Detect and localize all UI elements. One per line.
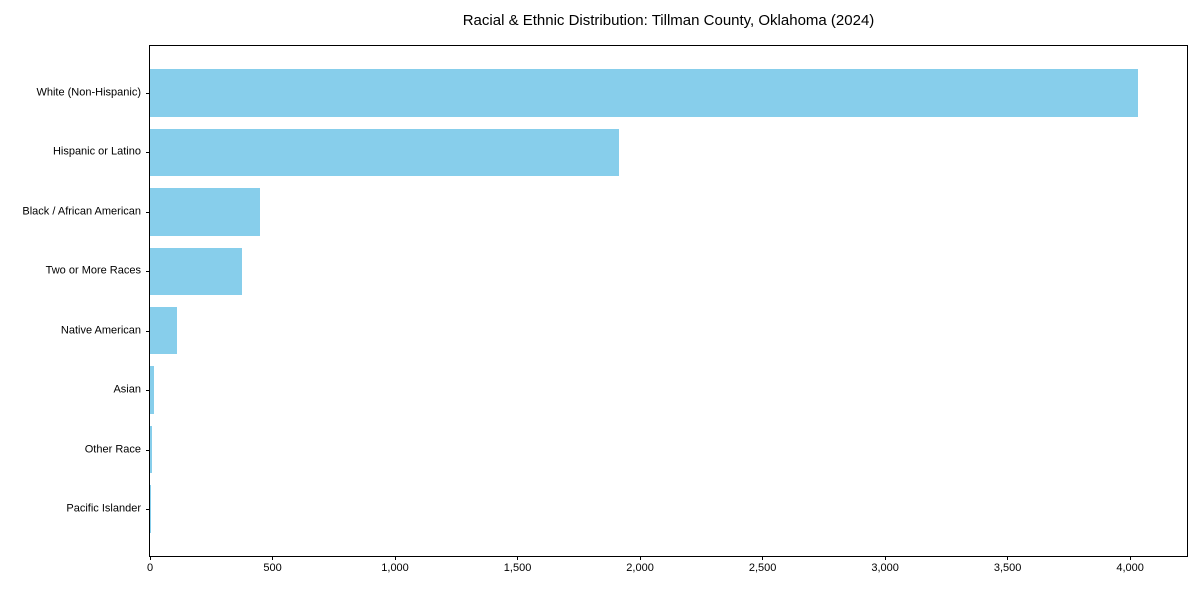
y-axis-tick: [146, 271, 150, 273]
x-axis-tick-label: 1,000: [381, 562, 409, 574]
x-axis-tick-label: 500: [263, 562, 282, 574]
x-axis-tick-label: 1,500: [503, 562, 532, 574]
y-axis-tick: [146, 211, 150, 213]
y-axis-label: Black / African American: [22, 205, 141, 218]
y-axis-label: Pacific Islander: [66, 502, 141, 515]
bar-white-non-hispanic: [150, 69, 1138, 117]
y-axis-label: Hispanic or Latino: [52, 145, 141, 158]
x-axis-tick: [517, 556, 519, 560]
y-axis-label: Other Race: [84, 443, 141, 456]
x-axis-tick-label: 4,000: [1116, 562, 1144, 574]
x-axis-tick: [884, 556, 886, 560]
plot-area: White (Non-Hispanic) Hispanic or Latino Bl…: [22, 45, 1188, 574]
bar-hispanic-or-latino: [150, 128, 620, 177]
x-axis-tick: [639, 556, 641, 560]
x-axis-tick: [394, 556, 396, 560]
y-axis-label: Native American: [60, 324, 141, 337]
bar-two-or-more-races: [150, 247, 242, 296]
y-axis-tick: [146, 449, 150, 451]
bar-native-american: [150, 306, 177, 355]
y-axis-tick: [146, 330, 150, 332]
chart-title: Racial & Ethnic Distribution: Tillman Co…: [462, 12, 875, 29]
y-axis-tick: [146, 92, 150, 94]
x-axis-tick: [762, 556, 764, 560]
x-axis-tick-label: 2,500: [748, 562, 777, 574]
x-axis-tick-label: 2,000: [626, 562, 654, 574]
y-axis-tick: [146, 509, 150, 511]
x-axis-tick: [1129, 556, 1131, 560]
x-axis-tick-label: 3,000: [871, 562, 899, 574]
bar-other-race: [150, 425, 152, 474]
bar-black-african-american: [150, 188, 261, 236]
y-axis-tick: [146, 152, 150, 154]
bar-asian: [150, 366, 154, 414]
x-axis-tick: [1007, 556, 1009, 560]
y-axis-label: Asian: [113, 383, 141, 396]
y-axis-tick: [146, 390, 150, 392]
y-axis-label: Two or More Races: [45, 264, 141, 277]
x-axis-tick-label: 3,500: [993, 562, 1022, 574]
y-axis-label: White (Non-Hispanic): [36, 86, 141, 99]
x-axis-tick: [149, 556, 151, 560]
x-axis-tick: [272, 556, 274, 560]
x-axis-tick-label: 0: [146, 562, 154, 574]
